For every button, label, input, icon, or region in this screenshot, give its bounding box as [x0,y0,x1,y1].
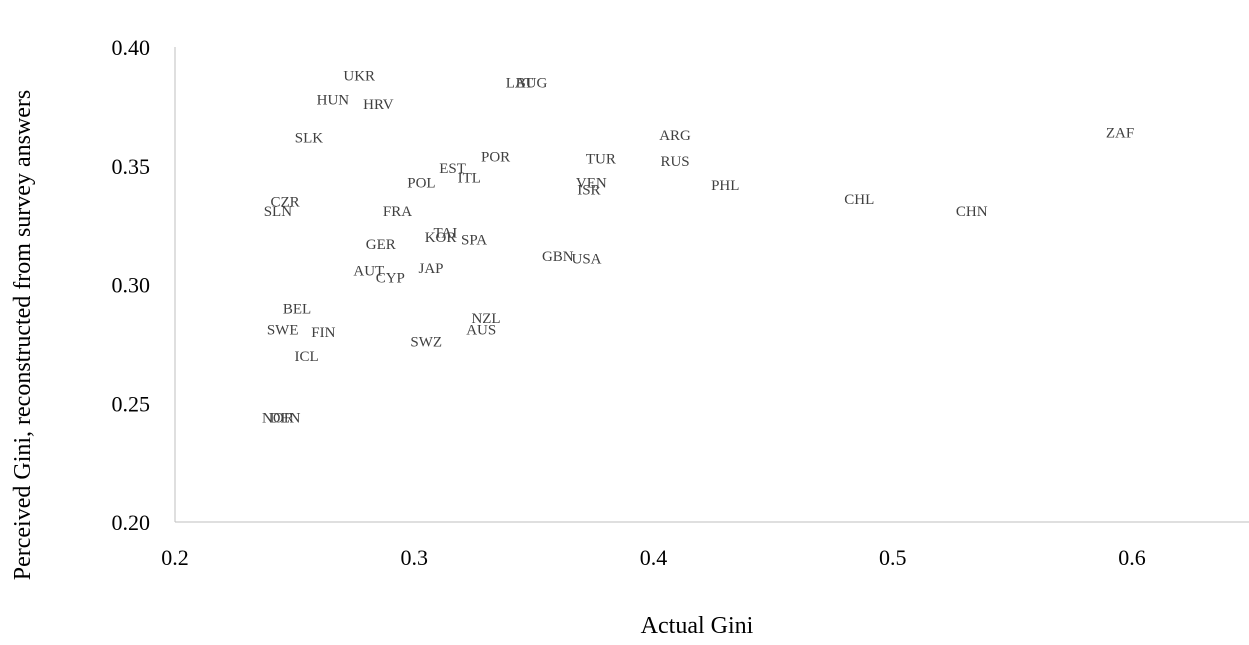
data-point-label: HUN [317,92,350,108]
data-point-label: AUS [466,323,496,339]
x-tick-label: 0.2 [161,545,189,570]
data-point-label: SWE [267,323,299,339]
data-point-label: USA [572,251,602,267]
data-point-label: POL [407,175,435,191]
data-point-label: SLK [295,130,324,146]
y-tick-label: 0.25 [112,391,151,416]
data-point-label: POR [481,149,510,165]
data-point-label: CHL [844,192,874,208]
data-point-label: SLN [264,204,293,220]
data-point-label: CHN [956,204,988,220]
data-point-label: GER [366,237,396,253]
x-tick-label: 0.6 [1118,545,1146,570]
data-point-label: BEL [283,301,311,317]
data-point-label: KOR [425,230,457,246]
x-tick-labels: 0.2 0.3 0.4 0.5 0.6 [161,545,1146,570]
y-axis-title: Perceived Gini, reconstructed from surve… [10,90,36,581]
y-tick-label: 0.40 [112,35,151,60]
data-point-label: UKR [343,69,375,85]
y-tick-label: 0.35 [112,154,151,179]
x-axis-title: Actual Gini [641,613,754,639]
data-point-label: BUG [516,76,548,92]
data-point-label: ARG [659,128,691,144]
x-tick-label: 0.3 [401,545,429,570]
data-point-label: PHL [711,178,739,194]
data-point-label: CYP [376,270,405,286]
data-point-label: ZAF [1106,126,1134,142]
data-point-label: JAP [418,261,443,277]
axes [175,47,1249,522]
y-tick-labels: 0.20 0.25 0.30 0.35 0.40 [112,35,151,535]
data-point-label: DEN [270,411,301,427]
data-point-label: SPA [461,232,487,248]
x-tick-label: 0.4 [640,545,668,570]
y-tick-label: 0.20 [112,510,151,535]
data-point-label: FRA [383,204,412,220]
data-point-label: ITL [458,171,481,187]
data-point-label: HRV [363,97,394,113]
data-point-label: GBN [542,249,574,265]
data-point-label: RUS [660,154,689,170]
data-point-label: TUR [586,152,616,168]
data-point-label: FIN [311,325,335,341]
data-point-label: ISR [577,183,600,199]
data-point-label: ICL [295,349,319,365]
x-tick-label: 0.5 [879,545,907,570]
data-point-label: SWZ [410,335,442,351]
y-tick-label: 0.30 [112,273,151,298]
